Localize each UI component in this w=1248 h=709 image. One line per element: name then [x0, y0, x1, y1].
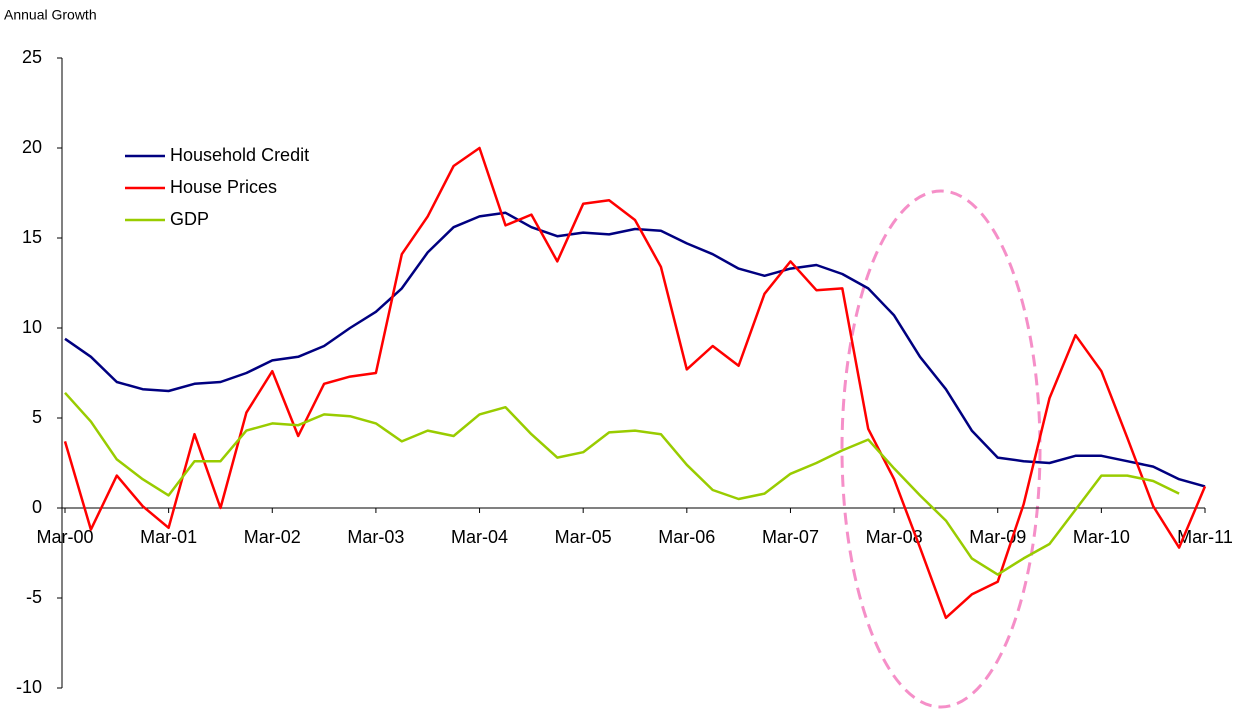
- x-tick-label: Mar-00: [36, 527, 93, 547]
- y-tick-label: 10: [22, 317, 42, 337]
- series-line: [63, 146, 1207, 620]
- x-tick-label: Mar-05: [555, 527, 612, 547]
- y-tick-label: 15: [22, 227, 42, 247]
- x-tick-label: Mar-03: [347, 527, 404, 547]
- x-tick-label: Mar-01: [140, 527, 197, 547]
- legend-label: House Prices: [170, 177, 277, 197]
- x-tick-label: Mar-07: [762, 527, 819, 547]
- x-tick-label: Mar-02: [244, 527, 301, 547]
- x-tick-label: Mar-10: [1073, 527, 1130, 547]
- highlight-ellipse: [840, 189, 1042, 709]
- legend-label: Household Credit: [170, 145, 309, 165]
- y-tick-label: 0: [32, 497, 42, 517]
- x-tick-label: Mar-04: [451, 527, 508, 547]
- x-tick-label: Mar-08: [866, 527, 923, 547]
- series-line: [64, 211, 1206, 488]
- legend-label: GDP: [170, 209, 209, 229]
- y-tick-label: -10: [16, 677, 42, 697]
- y-tick-label: 20: [22, 137, 42, 157]
- series-line: [64, 391, 1180, 576]
- chart-title: Annual Growth: [4, 7, 97, 23]
- x-tick-label: Mar-09: [969, 527, 1026, 547]
- y-tick-label: 5: [32, 407, 42, 427]
- x-tick-label: Mar-06: [658, 527, 715, 547]
- y-tick-label: 25: [22, 47, 42, 67]
- x-tick-label: Mar-11: [1177, 527, 1233, 547]
- y-tick-label: -5: [26, 587, 42, 607]
